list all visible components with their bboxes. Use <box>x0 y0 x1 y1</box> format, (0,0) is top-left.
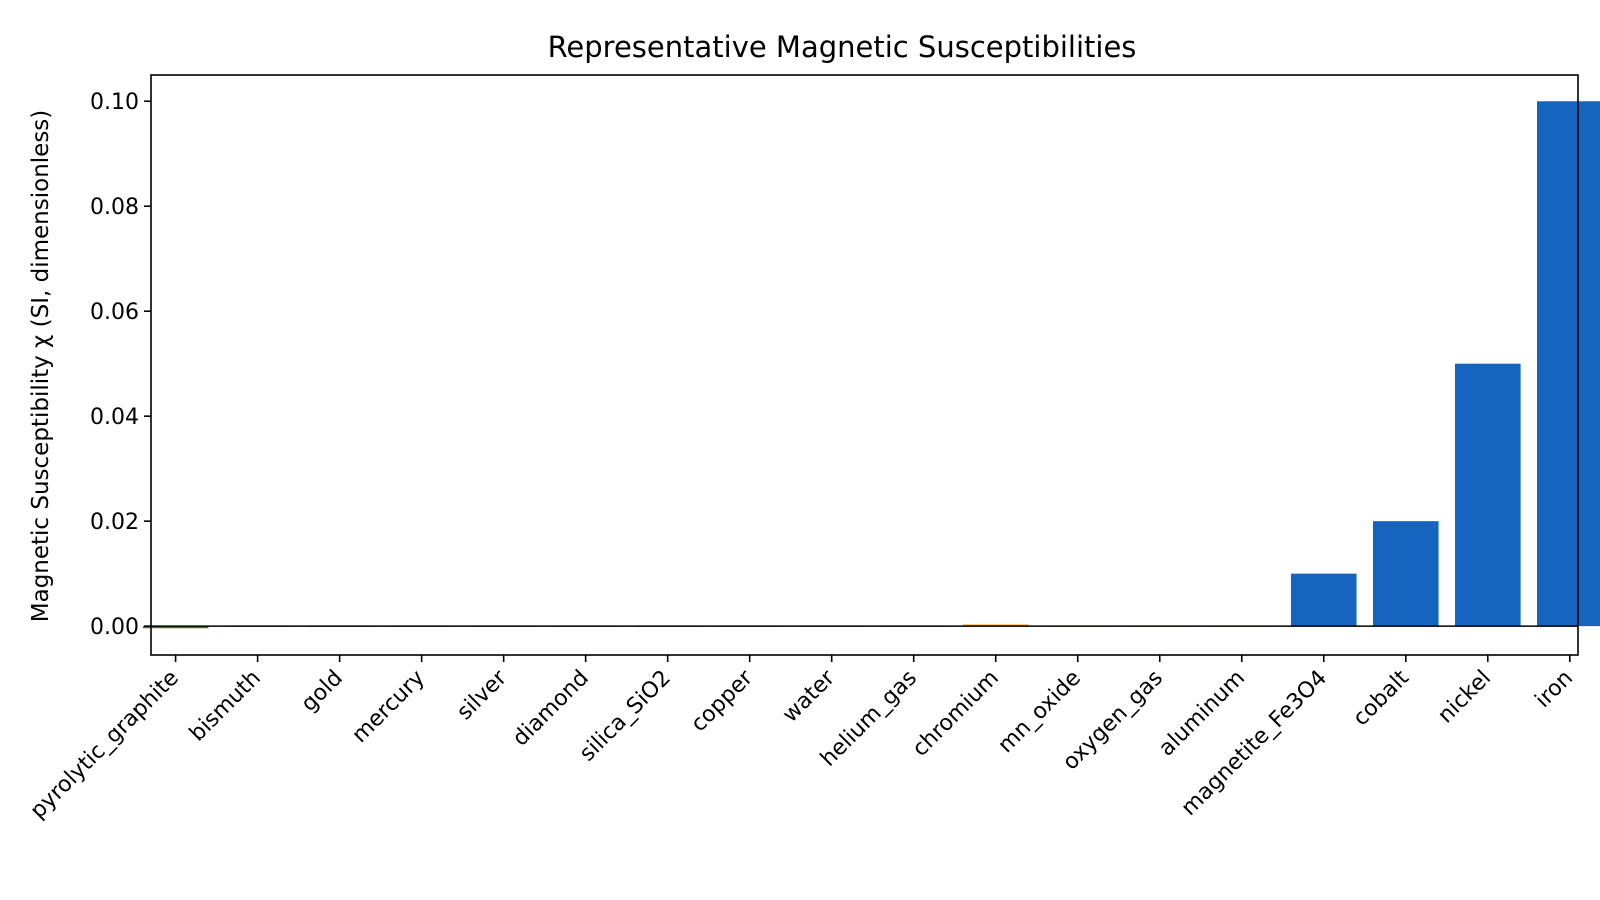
x-tick-label-silver: silver <box>452 665 512 725</box>
y-tick-label: 0.04 <box>90 405 139 430</box>
x-tick-label-pyrolytic_graphite: pyrolytic_graphite <box>26 666 184 824</box>
x-tick-label-bismuth: bismuth <box>185 666 266 747</box>
bar-iron <box>1536 101 1600 627</box>
x-tick-label-water: water <box>778 665 841 728</box>
x-tick-label-cobalt: cobalt <box>1348 665 1414 731</box>
x-tick-label-nickel: nickel <box>1433 666 1496 729</box>
chart-title: Representative Magnetic Susceptibilities <box>548 30 1137 64</box>
bar-magnetite_Fe3O4 <box>1290 573 1357 627</box>
y-tick-label: 0.10 <box>90 90 139 115</box>
bar-nickel <box>1454 363 1521 627</box>
bar-chromium <box>962 624 1029 627</box>
y-tick-label: 0.00 <box>90 615 139 640</box>
y-tick-label: 0.02 <box>90 510 139 535</box>
x-tick-label-gold: gold <box>297 666 348 717</box>
bar-cobalt <box>1372 521 1439 627</box>
x-tick-label-magnetite_Fe3O4: magnetite_Fe3O4 <box>1177 666 1332 821</box>
y-tick-label: 0.08 <box>90 195 139 220</box>
x-tick-label-chromium: chromium <box>908 666 1004 762</box>
y-axis-label: Magnetic Susceptibility χ (SI, dimension… <box>28 110 54 623</box>
y-tick-label: 0.06 <box>90 300 139 325</box>
bars-group <box>142 101 1600 629</box>
x-axis-ticks: pyrolytic_graphite bismuth gold mercury silv… <box>26 655 1578 824</box>
x-tick-label-diamond: diamond <box>508 666 594 752</box>
x-tick-label-iron: iron <box>1531 666 1578 713</box>
y-axis-ticks: 0.00 0.02 0.04 0.06 0.08 0.10 <box>90 90 151 640</box>
plot-frame <box>150 74 1579 656</box>
bar-pyrolytic_graphite <box>142 626 209 629</box>
x-tick-label-mercury: mercury <box>347 666 429 748</box>
x-tick-label-copper: copper <box>686 665 758 737</box>
